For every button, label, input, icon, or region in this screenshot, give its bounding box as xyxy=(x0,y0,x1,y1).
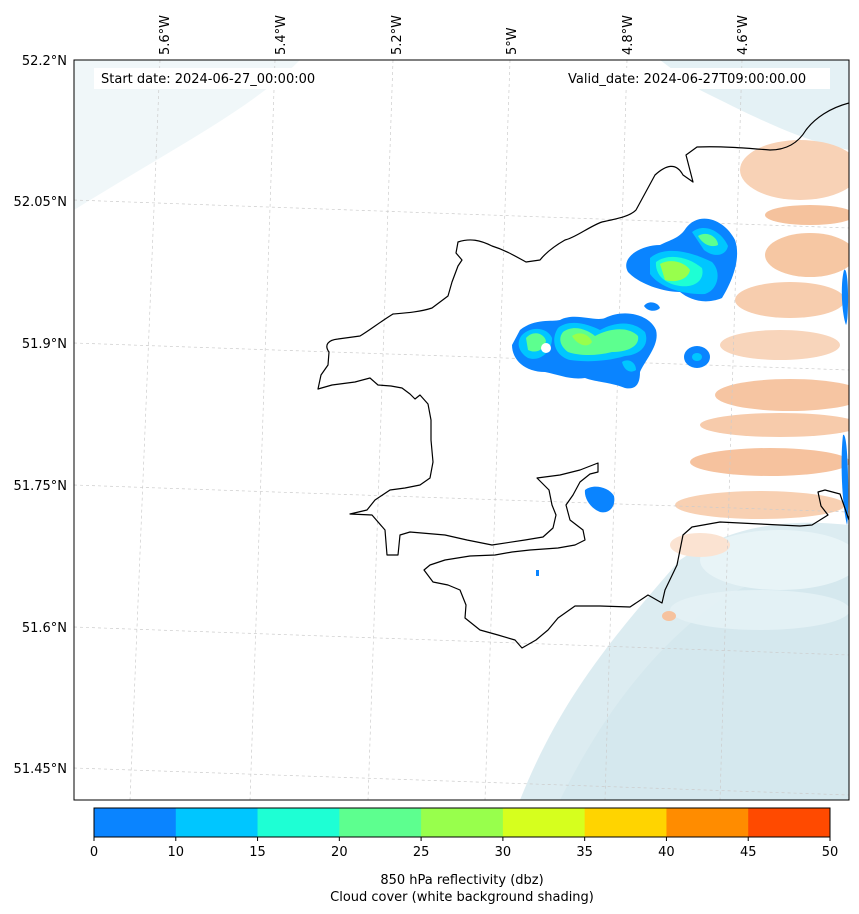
colorbar-segment xyxy=(748,808,831,837)
colorbar-tick-label: 20 xyxy=(331,845,348,860)
longitude-labels: 5.6°W 5.4°W 5.2°W 5°W 4.8°W 4.6°W xyxy=(158,15,751,55)
colorbar-segment xyxy=(666,808,749,837)
lon-label: 5.2°W xyxy=(390,15,405,55)
lat-label: 51.45°N xyxy=(14,762,67,777)
colorbar-tick-label: 30 xyxy=(495,845,512,860)
coastline xyxy=(317,102,849,649)
valid-date-box xyxy=(562,68,830,89)
colorbar-tick-label: 10 xyxy=(168,845,185,860)
lon-label: 4.8°W xyxy=(621,15,636,55)
start-date-text: Start date: 2024-06-27_00:00:00 xyxy=(101,72,315,87)
colorbar-tick-label: 35 xyxy=(576,845,593,860)
lat-label: 51.6°N xyxy=(22,621,67,636)
colorbar-segment xyxy=(175,808,259,837)
latitude-labels: 52.2°N 52.05°N 51.9°N 51.75°N 51.6°N 51.… xyxy=(14,54,67,777)
lon-label: 5°W xyxy=(505,27,520,55)
lat-label: 51.75°N xyxy=(14,479,67,494)
colorbar-segment xyxy=(94,808,177,837)
colorbar-tick-label: 40 xyxy=(658,845,675,860)
colorbar-segment xyxy=(502,808,586,837)
valid-date-text: Valid_date: 2024-06-27T09:00:00.00 xyxy=(568,72,806,87)
lon-label: 5.6°W xyxy=(158,15,173,55)
map-border xyxy=(73,59,850,801)
colorbar-tick-label: 25 xyxy=(413,845,430,860)
colorbar-tick-label: 0 xyxy=(90,845,98,860)
colorbar-label-line2: Cloud cover (white background shading) xyxy=(330,890,594,905)
colorbar-segment xyxy=(257,808,340,837)
start-date-box xyxy=(94,68,336,89)
colorbar-tick-label: 50 xyxy=(822,845,839,860)
lat-label: 52.05°N xyxy=(14,195,67,210)
colorbar-segment xyxy=(339,808,422,837)
colorbar-tick-label: 15 xyxy=(249,845,266,860)
colorbar: 0 10 15 20 25 30 35 40 45 50 xyxy=(90,807,839,860)
colorbar-segment xyxy=(584,808,667,837)
reflectivity-cells xyxy=(512,218,849,576)
lat-label: 52.2°N xyxy=(22,54,67,69)
colorbar-segment xyxy=(421,808,504,837)
lon-label: 4.6°W xyxy=(736,15,751,55)
lat-label: 51.9°N xyxy=(22,337,67,352)
colorbar-border xyxy=(93,807,831,838)
colorbar-tick-label: 45 xyxy=(740,845,757,860)
colorbar-label-line1: 850 hPa reflectivity (dbz) xyxy=(380,873,543,888)
lon-label: 5.4°W xyxy=(274,15,289,55)
